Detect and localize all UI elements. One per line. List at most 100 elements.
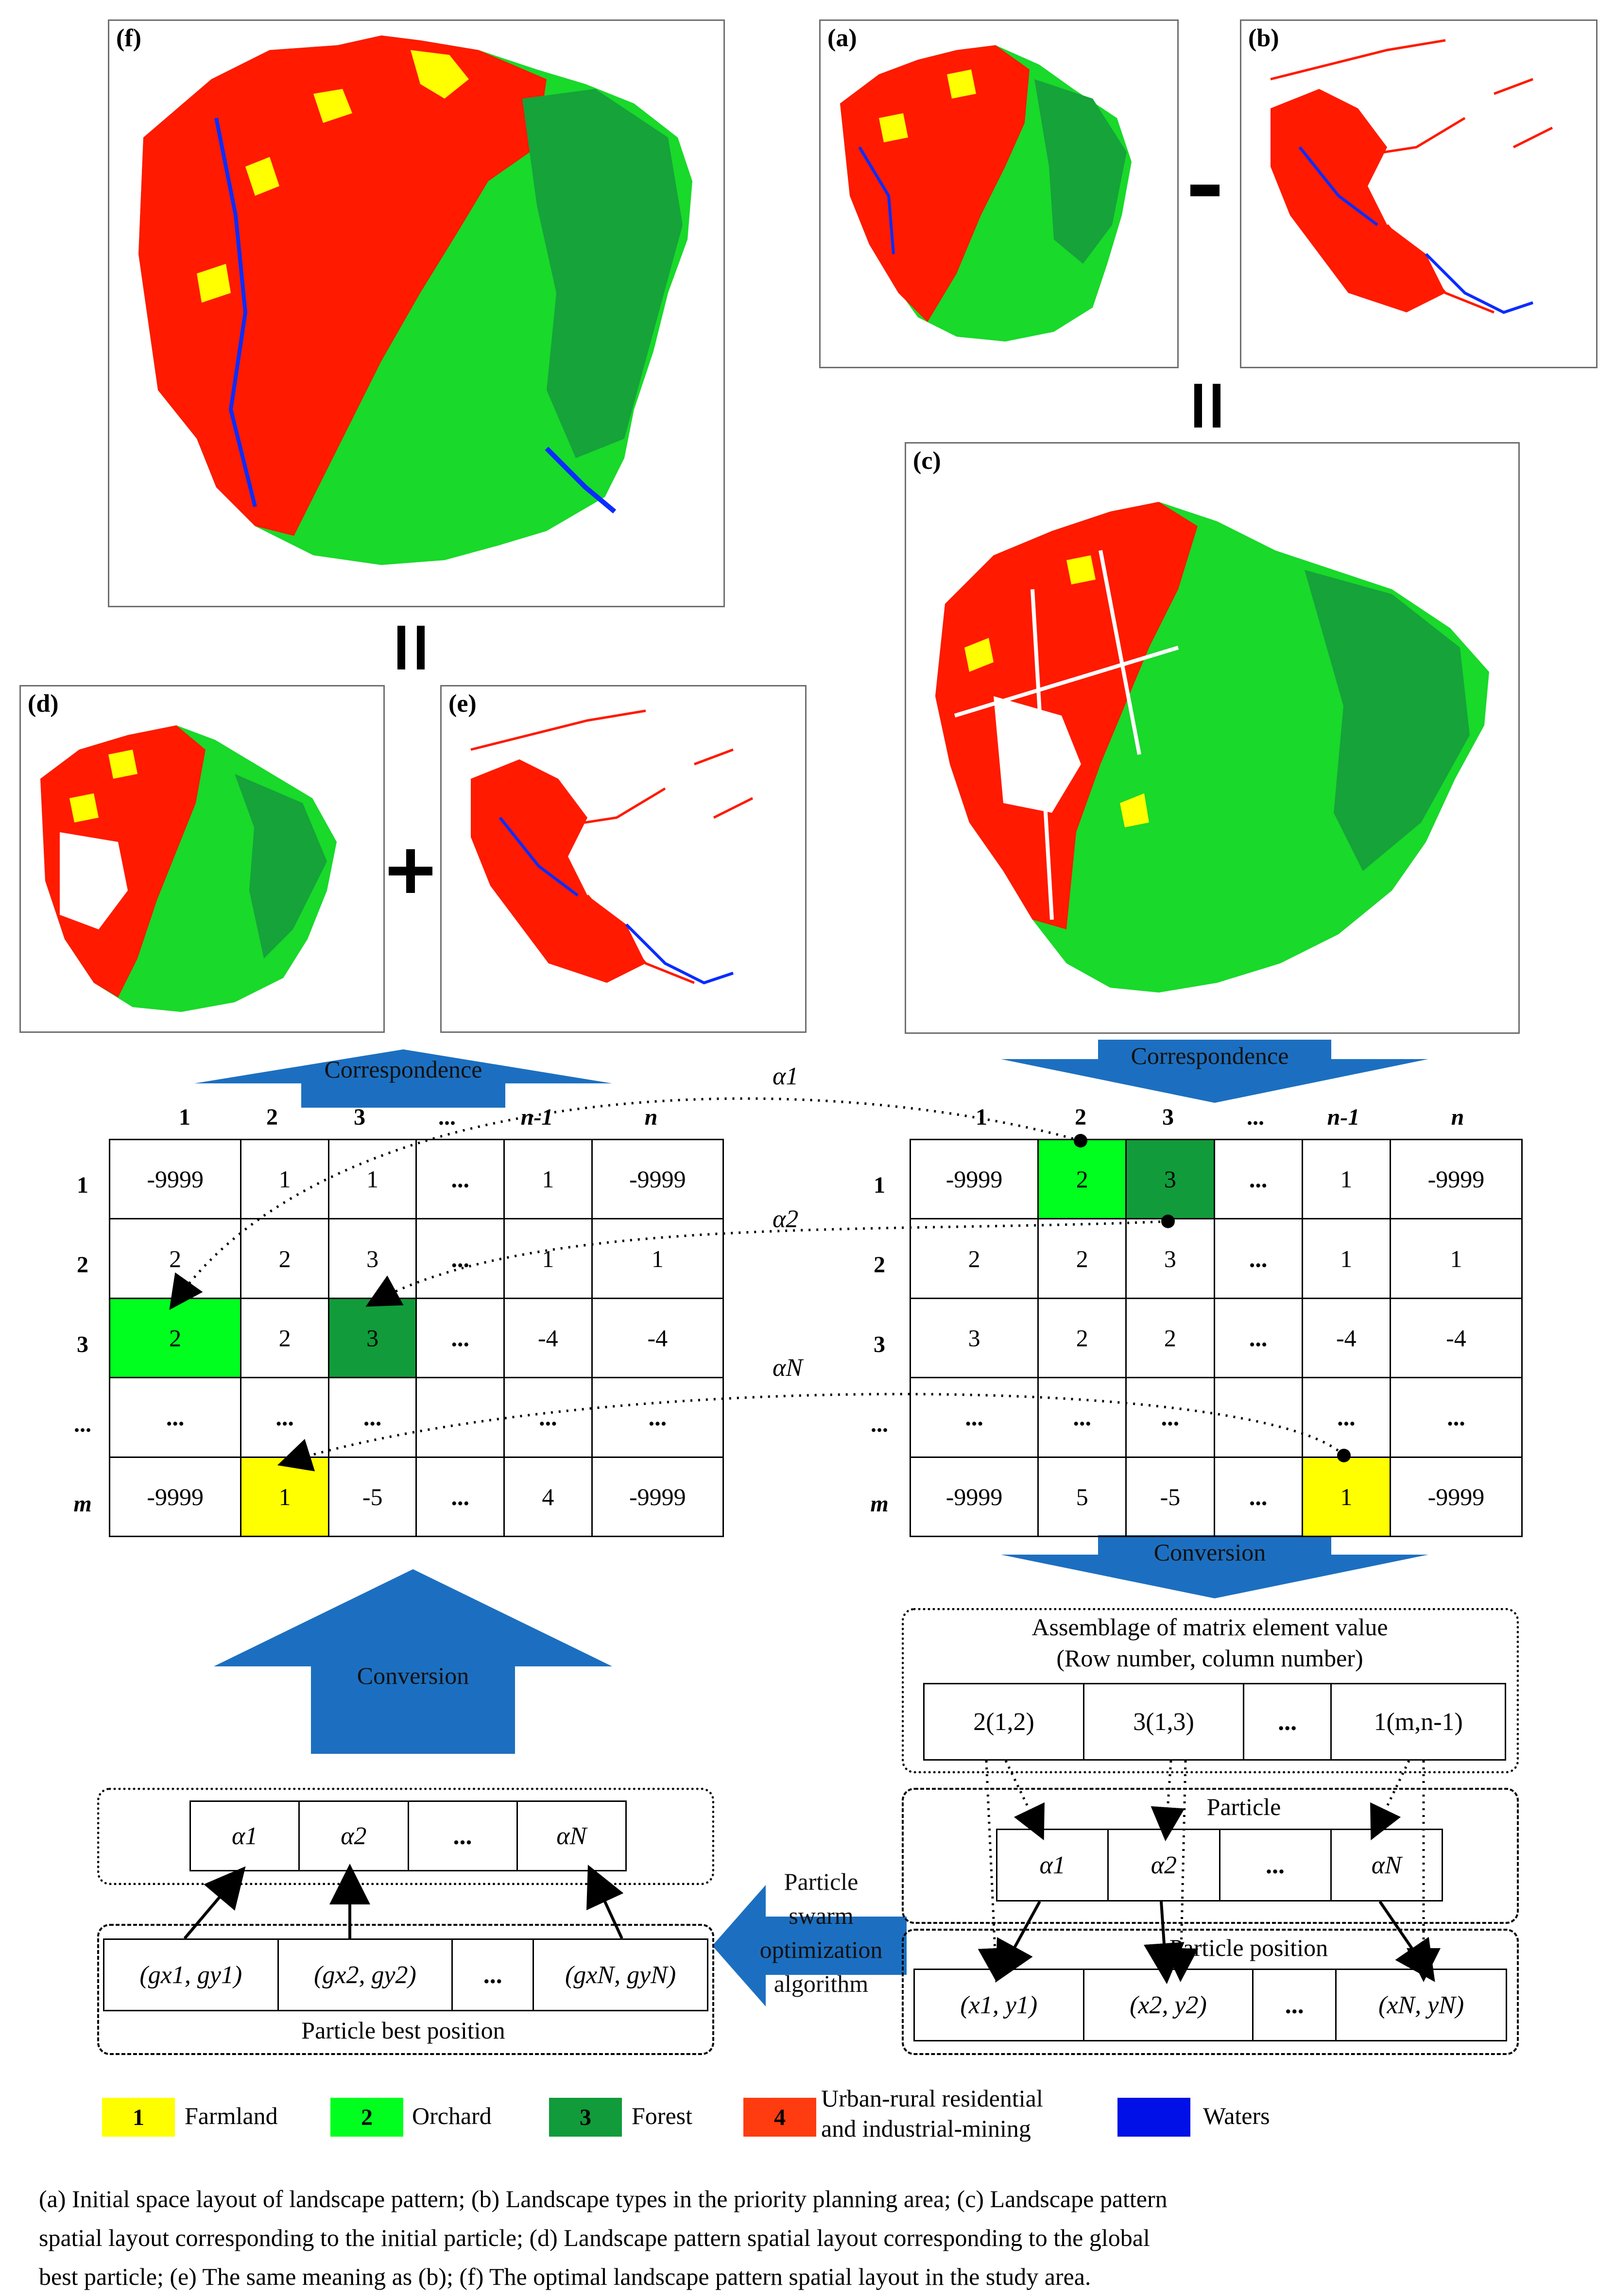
right-col-head-2: 2 <box>1075 1104 1086 1130</box>
matrix-cell: 3 <box>1125 1218 1215 1299</box>
matrix-cell: -9999 <box>909 1138 1039 1220</box>
matrix-cell: 1 <box>1301 1138 1391 1220</box>
matrix-cell: ... <box>415 1456 505 1538</box>
matrix-cell: 5 <box>1037 1456 1127 1538</box>
map-c <box>935 502 1489 993</box>
panel-e-priority-planning: (e) <box>440 685 807 1033</box>
matrix-cell: -5 <box>1125 1456 1215 1538</box>
table-row: (gx1, gy1) (gx2, gy2) ... (gxN, gyN) <box>103 1938 708 2011</box>
particle-box <box>902 1788 1519 1924</box>
panel-label-e: (e) <box>448 690 477 718</box>
map-d <box>40 725 337 1012</box>
left-row-head-4: ... <box>74 1411 91 1437</box>
left-col-head-5: n-1 <box>520 1104 553 1130</box>
right-row-head-1: 1 <box>874 1172 885 1198</box>
position-cell: ... <box>1252 1969 1337 2041</box>
best-position-cell: (gxN, gyN) <box>533 1938 708 2011</box>
matrix-cell: ... <box>108 1377 242 1458</box>
legend-label-urban-line2: and industrial-mining <box>821 2115 1031 2142</box>
right-row-head-2: 2 <box>874 1252 885 1278</box>
matrix-cell: -9999 <box>108 1138 242 1220</box>
left-col-head-4: ... <box>438 1104 456 1130</box>
matrix-cell: -9999 <box>108 1456 242 1538</box>
best-position-cell: ... <box>451 1938 534 2011</box>
best-alpha-cell: α2 <box>298 1800 409 1871</box>
legend-swatch-orchard: 2 <box>330 2098 403 2137</box>
figure-caption-line2: spatial layout corresponding to the init… <box>39 2224 1150 2251</box>
matrix-cell: -9999 <box>1389 1138 1523 1220</box>
alpha-link-n: αN <box>773 1354 803 1382</box>
panel-d-global-best-layout: (d) <box>19 685 385 1033</box>
matrix-cell: ... <box>1213 1456 1303 1538</box>
panel-c-initial-particle-layout: (c) <box>905 442 1520 1034</box>
right-col-head-4: ... <box>1247 1104 1264 1130</box>
table-row: -9999 1 1 ... 1 -9999 <box>108 1138 724 1220</box>
equals-symbol-left-bar2 <box>417 626 425 669</box>
correspondence-arrow-left <box>194 1049 612 1108</box>
left-matrix: -9999 1 1 ... 1 -9999 2 2 3 ... 1 1 2 2 … <box>108 1138 724 1538</box>
matrix-cell-forest: 3 <box>327 1297 417 1379</box>
assemblage-cell: 1(m,n-1) <box>1330 1683 1506 1761</box>
assemblage-title-line1: Assemblage of matrix element value <box>1031 1613 1388 1641</box>
conversion-arrow-left <box>214 1569 612 1754</box>
right-col-head-6: n <box>1451 1104 1464 1130</box>
table-row: -9999 2 3 ... 1 -9999 <box>909 1138 1523 1220</box>
matrix-cell: 2 <box>909 1218 1039 1299</box>
matrix-cell: -9999 <box>909 1456 1039 1538</box>
matrix-cell: 1 <box>1301 1218 1391 1299</box>
conversion-label-left: Conversion <box>357 1662 469 1689</box>
panel-label-a: (a) <box>827 24 857 52</box>
matrix-cell: 1 <box>240 1138 329 1220</box>
equals-symbol-left <box>397 626 405 669</box>
matrix-cell-orchard: 2 <box>108 1297 242 1379</box>
matrix-cell-orchard: 2 <box>1037 1138 1127 1220</box>
matrix-cell: 2 <box>1125 1297 1215 1379</box>
best-position-cell: (gx1, gy1) <box>103 1938 279 2011</box>
right-row-head-5: m <box>870 1491 889 1517</box>
matrix-cell: -4 <box>1389 1297 1523 1379</box>
minus-symbol <box>1190 185 1220 196</box>
matrix-cell: -4 <box>503 1297 593 1379</box>
assemblage-cell: 2(1,2) <box>923 1683 1085 1761</box>
alpha-link-2: α2 <box>773 1205 799 1233</box>
best-alpha-box <box>97 1788 714 1885</box>
left-row-head-3: 3 <box>77 1332 88 1357</box>
table-row: ... ... ... ... ... <box>909 1377 1523 1458</box>
conversion-label-right: Conversion <box>1153 1539 1266 1566</box>
panel-label-c: (c) <box>913 447 941 475</box>
right-row-head-4: ... <box>871 1411 888 1437</box>
legend-label-waters: Waters <box>1203 2102 1270 2129</box>
right-col-head-5: n-1 <box>1327 1104 1360 1130</box>
matrix-cell: ... <box>591 1377 724 1458</box>
figure-caption-line1: (a) Initial space layout of landscape pa… <box>39 2185 1168 2212</box>
matrix-cell: 2 <box>1037 1297 1127 1379</box>
table-row: 2 2 3 ... 1 1 <box>108 1218 724 1299</box>
left-col-head-2: 2 <box>266 1104 278 1130</box>
matrix-cell <box>1213 1377 1303 1458</box>
plus-symbol-v <box>406 849 415 893</box>
right-col-head-3: 3 <box>1162 1104 1174 1130</box>
matrix-cell: ... <box>1125 1377 1215 1458</box>
figure-caption-line3: best particle; (e) The same meaning as (… <box>39 2263 1091 2290</box>
matrix-cell: -4 <box>1301 1297 1391 1379</box>
best-alpha-row: α1 α2 ... αN <box>189 1800 627 1871</box>
table-row: -9999 5 -5 ... 1 -9999 <box>909 1456 1523 1538</box>
matrix-cell: 4 <box>503 1456 593 1538</box>
panel-b-priority-planning: (b) <box>1240 19 1598 368</box>
legend-label-orchard: Orchard <box>412 2102 492 2129</box>
matrix-cell: 2 <box>1037 1218 1127 1299</box>
right-matrix: -9999 2 3 ... 1 -9999 2 2 3 ... 1 1 3 2 … <box>909 1138 1523 1538</box>
matrix-cell: ... <box>415 1297 505 1379</box>
best-position-box <box>97 1924 714 2055</box>
equals-symbol-right-bar2 <box>1213 384 1220 428</box>
matrix-cell: ... <box>503 1377 593 1458</box>
assemblage-cell: 3(1,3) <box>1083 1683 1245 1761</box>
table-row: 3 2 2 ... -4 -4 <box>909 1297 1523 1379</box>
particle-cell: ... <box>1219 1829 1332 1902</box>
matrix-cell: 1 <box>591 1218 724 1299</box>
map-f <box>138 35 692 565</box>
table-row: α1 α2 ... αN <box>189 1800 627 1871</box>
matrix-cell: ... <box>1213 1138 1303 1220</box>
best-mapping-arrows <box>183 1864 624 1939</box>
matrix-cell: 1 <box>503 1138 593 1220</box>
